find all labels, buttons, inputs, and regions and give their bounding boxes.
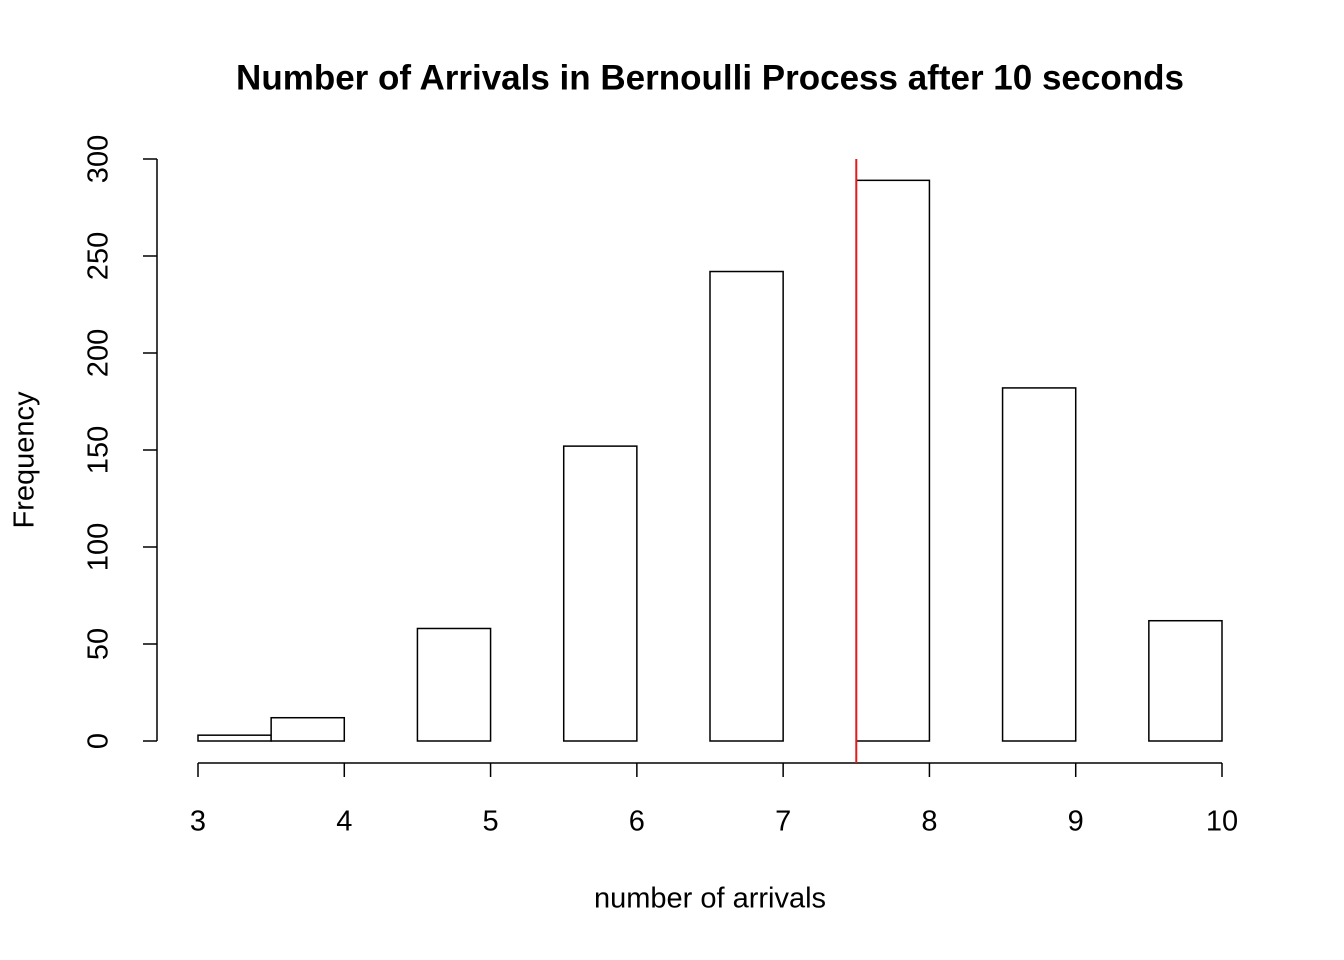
bar <box>855 179 931 742</box>
bar <box>1001 387 1077 742</box>
y-tick-label: 0 <box>83 733 115 749</box>
bar <box>270 716 346 742</box>
x-tick-label: 9 <box>1068 806 1084 838</box>
chart-title: Number of Arrivals in Bernoulli Process … <box>236 58 1184 97</box>
bar <box>416 627 492 742</box>
x-tick-label: 8 <box>921 806 937 838</box>
x-tick-label: 10 <box>1206 806 1238 838</box>
bar <box>197 734 272 742</box>
y-tick-label: 150 <box>83 426 115 474</box>
x-axis-label: number of arrivals <box>594 883 826 915</box>
x-tick-label: 4 <box>336 806 352 838</box>
x-tick-label: 3 <box>190 806 206 838</box>
bar <box>1148 619 1223 742</box>
x-tick-label: 5 <box>483 806 499 838</box>
y-tick-label: 300 <box>83 135 115 183</box>
x-tick-label: 7 <box>775 806 791 838</box>
y-axis-label: Frequency <box>9 391 41 529</box>
bar <box>709 270 784 742</box>
y-tick-label: 100 <box>83 523 115 571</box>
y-tick-label: 250 <box>83 232 115 280</box>
y-tick-label: 200 <box>83 329 115 377</box>
bar <box>562 445 638 742</box>
y-tick-label: 50 <box>83 628 115 660</box>
x-tick-label: 6 <box>629 806 645 838</box>
